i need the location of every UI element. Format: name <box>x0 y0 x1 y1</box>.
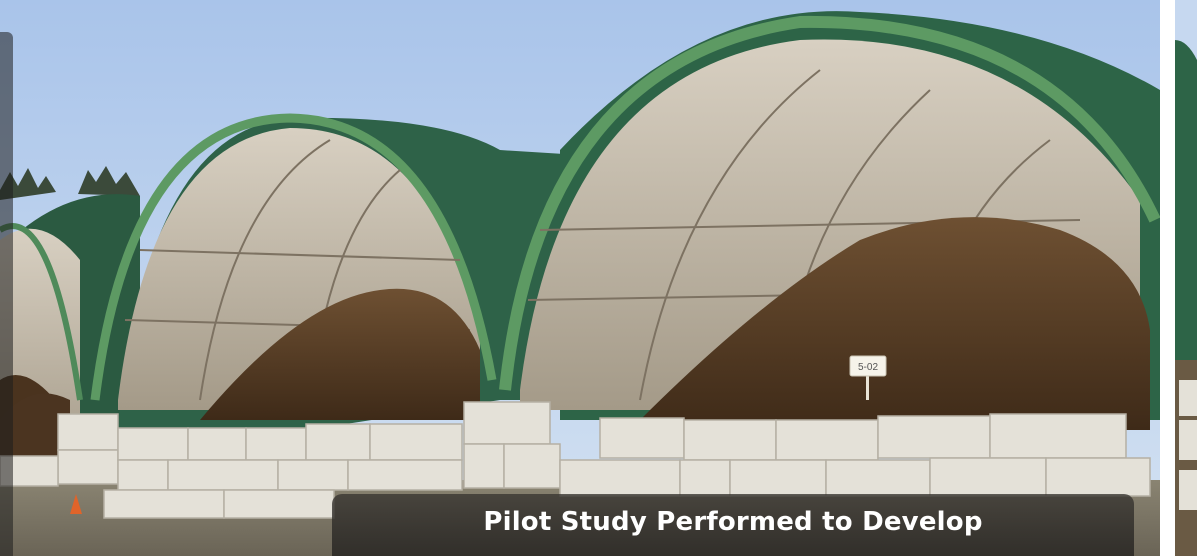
left-edge-shadow <box>0 32 13 556</box>
caption-bar: Pilot Study Performed to Develop <box>332 494 1134 556</box>
next-photo-edge <box>1175 0 1197 556</box>
pile-sign-label: 5-02 <box>858 362 878 373</box>
block-wall <box>0 401 1151 519</box>
pile-sign: 5-02 <box>849 355 887 400</box>
compost-storage-photo: 5-02 <box>0 0 1160 556</box>
tree-line <box>0 166 140 200</box>
hoop-large-right <box>499 11 1160 430</box>
hoop-middle <box>90 113 580 460</box>
traffic-cone <box>70 494 82 514</box>
caption-text: Pilot Study Performed to Develop <box>483 507 983 537</box>
